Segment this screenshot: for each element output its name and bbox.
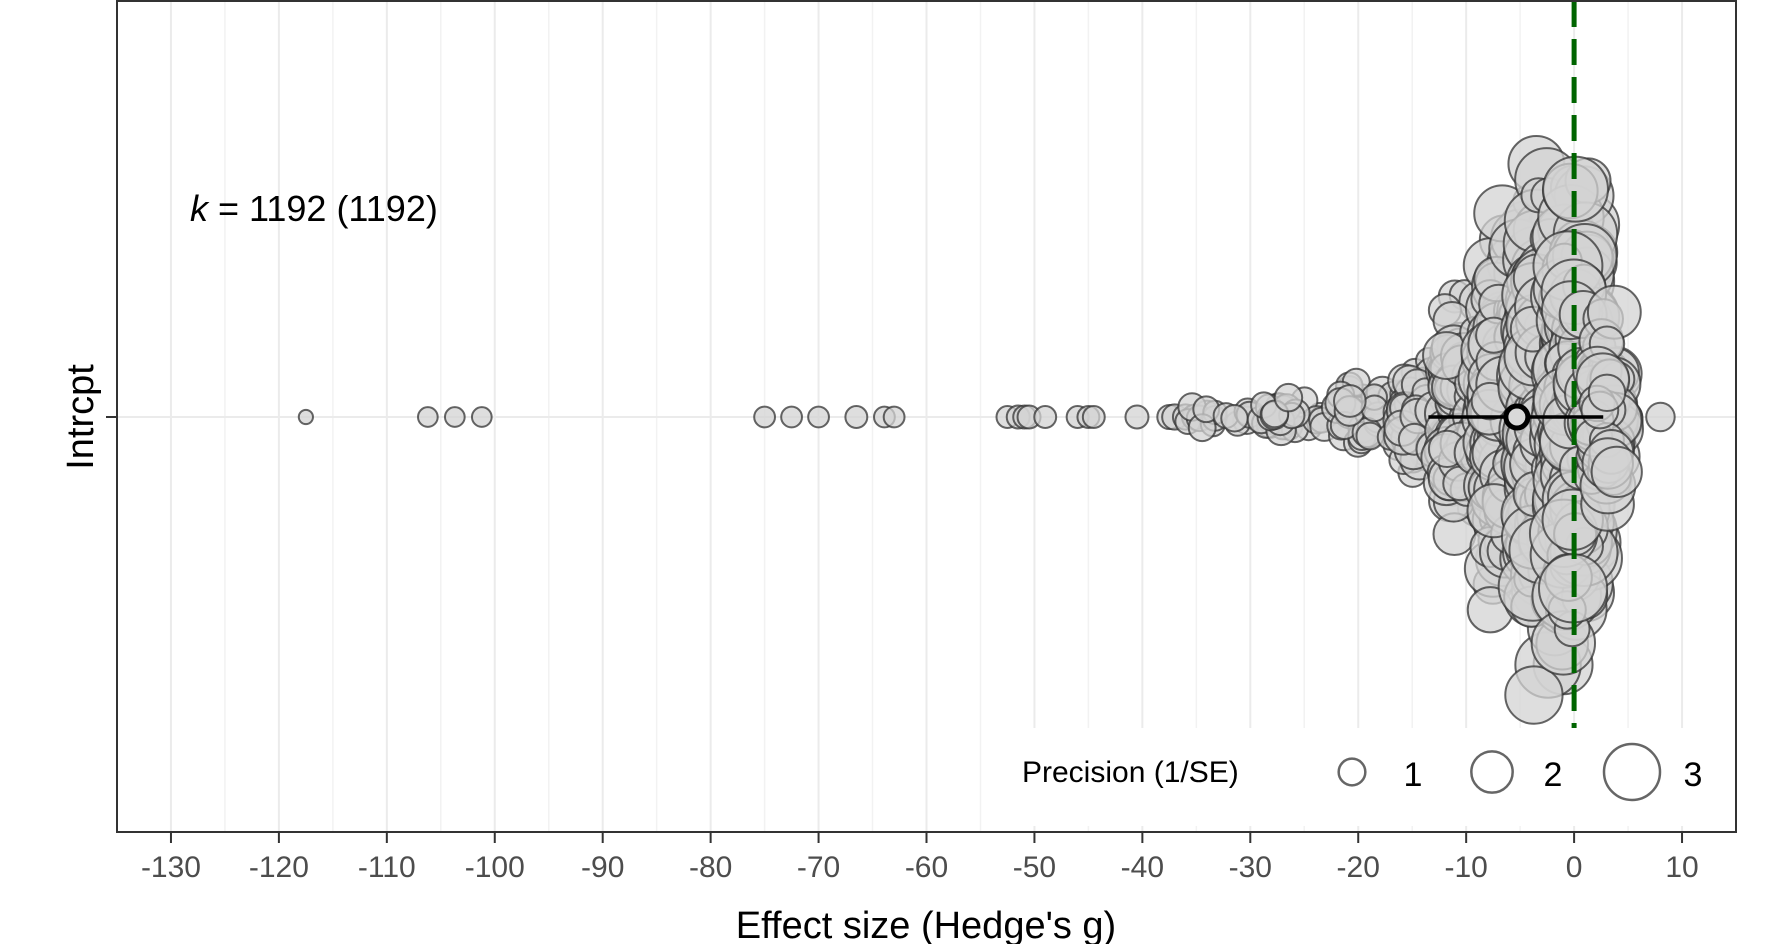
x-tick-label: -70 [797, 851, 840, 884]
data-point [844, 405, 869, 429]
x-tick-label: -30 [1229, 851, 1272, 884]
data-point [780, 405, 803, 429]
k-symbol: k [190, 188, 210, 229]
x-tick-label: -40 [1121, 851, 1164, 884]
data-point [807, 405, 830, 429]
x-tick-label: -130 [141, 851, 201, 884]
data-point [1273, 382, 1304, 413]
data-point [470, 406, 493, 428]
x-axis: -130 -120 -110 -100 -90 -80 -70 -60 -50 -40 -30 -20… [141, 832, 1699, 884]
legend-label: 1 [1404, 756, 1423, 794]
data-point [753, 405, 776, 429]
x-tick-label: -120 [249, 851, 309, 884]
x-tick-label: -10 [1444, 851, 1487, 884]
data-point [1590, 445, 1643, 499]
x-tick-label: -100 [465, 851, 525, 884]
data-point [1332, 384, 1367, 418]
k-annotation: k = 1192 (1192) [190, 188, 438, 229]
data-point [1220, 404, 1249, 433]
y-tick-label: Intrcpt [60, 364, 102, 470]
k-value: = 1192 (1192) [208, 188, 438, 229]
x-tick-label: -110 [358, 851, 416, 884]
mean-estimate-point [1503, 403, 1531, 431]
data-point [1081, 405, 1106, 429]
data-point [1645, 401, 1676, 433]
x-tick-label: -50 [1013, 851, 1056, 884]
legend: Precision (1/SE) 1 2 3 [1006, 728, 1728, 826]
data-point [1033, 405, 1058, 429]
x-tick-label: 10 [1665, 851, 1698, 884]
data-point [416, 406, 439, 428]
estimate-layer [1428, 403, 1604, 431]
legend-size-key [1470, 750, 1514, 794]
legend-size-key [1602, 742, 1662, 802]
x-tick-label: 0 [1566, 851, 1583, 884]
legend-label: 3 [1684, 756, 1703, 794]
data-point [1587, 373, 1627, 412]
legend-title: Precision (1/SE) [1022, 756, 1239, 789]
x-tick-label: -60 [905, 851, 948, 884]
data-point [297, 408, 314, 426]
legend-background [1006, 728, 1728, 826]
x-tick-label: -90 [581, 851, 624, 884]
data-point [443, 406, 466, 428]
data-point [1124, 404, 1150, 430]
legend-size-key [1337, 757, 1367, 787]
effect-size-points [297, 134, 1676, 725]
x-tick-label: -20 [1337, 851, 1380, 884]
x-tick-label: -80 [689, 851, 732, 884]
x-axis-title: Effect size (Hedge's g) [736, 905, 1116, 944]
data-point [882, 405, 906, 429]
legend-label: 2 [1544, 756, 1563, 794]
data-point [1504, 665, 1564, 725]
